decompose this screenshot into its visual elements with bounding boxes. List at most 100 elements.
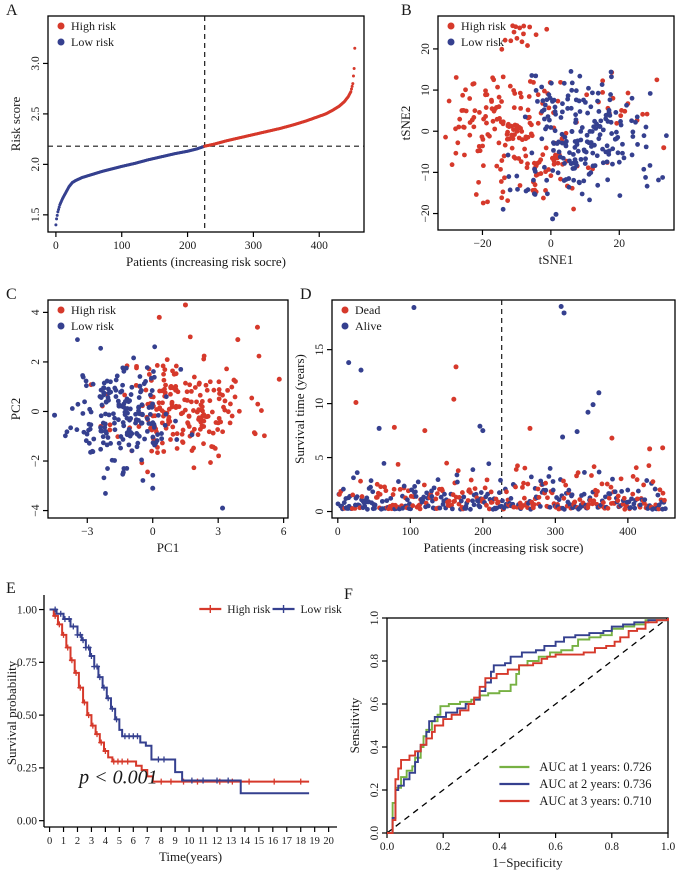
svg-text:1.0: 1.0 <box>661 841 676 853</box>
svg-text:PC2: PC2 <box>8 398 23 420</box>
series <box>49 606 310 795</box>
svg-text:−3: −3 <box>81 526 93 538</box>
svg-text:3: 3 <box>215 526 221 538</box>
svg-text:0: 0 <box>335 526 341 538</box>
svg-text:0.4: 0.4 <box>492 841 507 853</box>
svg-text:17: 17 <box>282 836 293 847</box>
svg-text:Patients (increasing risk socr: Patients (increasing risk socre) <box>126 254 286 269</box>
svg-text:−20: −20 <box>473 238 491 250</box>
svg-text:1.0: 1.0 <box>369 611 381 626</box>
svg-text:Survival time (years): Survival time (years) <box>292 354 307 464</box>
svg-text:p < 0.001: p < 0.001 <box>77 767 158 789</box>
svg-text:0: 0 <box>420 128 432 134</box>
svg-text:0.25: 0.25 <box>17 763 37 775</box>
svg-text:−4: −4 <box>30 504 42 516</box>
svg-text:11: 11 <box>198 836 208 847</box>
svg-text:20: 20 <box>614 238 626 250</box>
svg-text:200: 200 <box>474 526 492 538</box>
svg-text:300: 300 <box>547 526 565 538</box>
svg-text:15: 15 <box>254 836 265 847</box>
svg-text:5: 5 <box>117 836 122 847</box>
svg-text:Survival probability: Survival probability <box>4 660 19 765</box>
svg-text:0.0: 0.0 <box>369 826 381 841</box>
svg-text:16: 16 <box>268 836 279 847</box>
svg-text:4: 4 <box>103 836 109 847</box>
panel-label-a: A <box>6 2 18 19</box>
svg-text:1−Specificity: 1−Specificity <box>492 855 563 870</box>
svg-text:10: 10 <box>184 836 195 847</box>
svg-text:Risk score: Risk score <box>8 97 23 152</box>
svg-text:−10: −10 <box>420 163 432 181</box>
panel-label-c: C <box>6 286 17 303</box>
svg-text:15: 15 <box>314 344 326 356</box>
svg-text:tSNE2: tSNE2 <box>398 106 413 141</box>
svg-text:200: 200 <box>179 240 197 252</box>
svg-text:0.00: 0.00 <box>17 815 37 827</box>
svg-text:0: 0 <box>150 526 156 538</box>
svg-text:AUC at 1 years: 0.726: AUC at 1 years: 0.726 <box>539 760 651 774</box>
svg-text:14: 14 <box>240 836 251 847</box>
svg-text:20: 20 <box>323 836 334 847</box>
svg-text:0.6: 0.6 <box>548 841 563 853</box>
series <box>443 23 669 222</box>
svg-text:3.0: 3.0 <box>30 56 42 71</box>
svg-text:Low risk: Low risk <box>461 35 504 49</box>
svg-text:100: 100 <box>402 526 420 538</box>
svg-text:2.5: 2.5 <box>30 106 42 121</box>
axes: 0 100 200 300 400 0 5 10 15 Patients (increasing … <box>292 299 676 555</box>
panel-label-f: F <box>344 586 353 603</box>
svg-text:18: 18 <box>295 836 306 847</box>
panel-label-d: D <box>300 286 312 303</box>
svg-text:12: 12 <box>212 836 223 847</box>
axes: 0 100 200 300 400 1.5 2.0 2.5 3.0 Patients (incre… <box>8 15 365 269</box>
legend: High risk Low risk <box>199 604 342 616</box>
legend: High risk Low risk <box>57 303 116 333</box>
legend: Dead Alive <box>341 303 382 333</box>
p-value: p < 0.001 <box>77 767 158 789</box>
svg-text:0: 0 <box>47 836 52 847</box>
svg-text:0: 0 <box>53 240 59 252</box>
svg-text:19: 19 <box>309 836 320 847</box>
svg-text:2: 2 <box>75 836 80 847</box>
svg-text:1.00: 1.00 <box>17 604 37 616</box>
legend: AUC at 1 years: 0.726 AUC at 2 years: 0.7… <box>499 760 652 808</box>
svg-text:1.5: 1.5 <box>30 207 42 222</box>
panel-label-b: B <box>401 2 412 19</box>
axes: −20 0 20 −20 −10 0 10 20 tSNE1 tSNE2 <box>398 15 675 267</box>
svg-text:10: 10 <box>420 84 432 96</box>
svg-text:0.8: 0.8 <box>369 654 381 669</box>
svg-text:7: 7 <box>145 836 150 847</box>
svg-text:tSNE1: tSNE1 <box>539 252 574 267</box>
survival-time-chart: 0 100 200 300 400 0 5 10 15 Patients (increasing … <box>292 299 676 555</box>
series <box>335 300 668 518</box>
svg-text:Alive: Alive <box>355 319 382 333</box>
svg-text:High risk: High risk <box>71 303 116 317</box>
axes: −3 0 3 6 −4 −2 0 2 4 PC1 PC2 <box>8 299 289 555</box>
panel-label-e: E <box>6 580 16 597</box>
svg-text:Dead: Dead <box>355 303 380 317</box>
svg-text:Low risk: Low risk <box>71 319 114 333</box>
svg-text:9: 9 <box>173 836 178 847</box>
series <box>386 617 669 834</box>
svg-text:10: 10 <box>314 398 326 410</box>
svg-text:13: 13 <box>226 836 237 847</box>
svg-text:300: 300 <box>245 240 263 252</box>
svg-text:Low risk: Low risk <box>71 35 114 49</box>
svg-text:High risk: High risk <box>71 19 116 33</box>
svg-text:20: 20 <box>420 43 432 55</box>
svg-text:4: 4 <box>30 309 42 315</box>
svg-text:400: 400 <box>311 240 329 252</box>
svg-text:0.2: 0.2 <box>436 841 451 853</box>
svg-text:Patients (increasing risk socr: Patients (increasing risk socre) <box>424 540 584 555</box>
svg-text:Low risk: Low risk <box>301 604 342 616</box>
pca-chart: −3 0 3 6 −4 −2 0 2 4 PC1 PC2 High risk Low risk <box>8 299 289 555</box>
svg-text:0.6: 0.6 <box>369 697 381 712</box>
svg-text:Sensitivity: Sensitivity <box>347 697 362 753</box>
svg-text:−20: −20 <box>420 204 432 222</box>
svg-text:0.0: 0.0 <box>380 841 395 853</box>
svg-text:0.50: 0.50 <box>17 710 37 722</box>
risk-score-chart: 0 100 200 300 400 1.5 2.0 2.5 3.0 Patients (incre… <box>8 15 365 269</box>
axes: 0.0 0.2 0.4 0.6 0.8 1.0 0.0 0.2 0.4 0.6 0.8 1.0 1−Sp… <box>347 611 675 870</box>
svg-text:6: 6 <box>281 526 287 538</box>
